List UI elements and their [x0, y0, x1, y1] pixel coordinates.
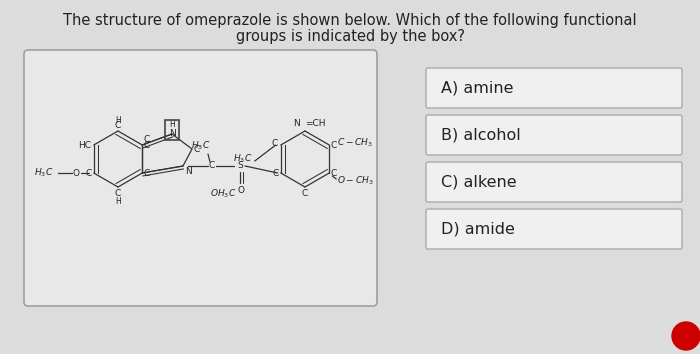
- Text: $H_3C$: $H_3C$: [190, 139, 210, 152]
- Text: N: N: [293, 119, 300, 127]
- Text: $H_3C$: $H_3C$: [34, 167, 54, 179]
- Text: $C-CH_3$: $C-CH_3$: [337, 137, 373, 149]
- FancyBboxPatch shape: [24, 50, 377, 306]
- FancyBboxPatch shape: [426, 162, 682, 202]
- Text: A) amine: A) amine: [441, 80, 514, 96]
- Text: N: N: [185, 167, 192, 176]
- Text: C: C: [144, 135, 150, 144]
- Text: C: C: [115, 121, 121, 130]
- Text: The structure of omeprazole is shown below. Which of the following functional: The structure of omeprazole is shown bel…: [63, 13, 637, 29]
- Text: B) alcohol: B) alcohol: [441, 127, 521, 143]
- Text: =CH: =CH: [305, 119, 326, 127]
- Text: $O-CH_3$: $O-CH_3$: [337, 175, 374, 187]
- Text: C: C: [144, 169, 150, 177]
- Text: C) alkene: C) alkene: [441, 175, 517, 189]
- Text: $H_3C$: $H_3C$: [234, 153, 253, 165]
- Text: HC: HC: [78, 141, 91, 149]
- FancyBboxPatch shape: [426, 209, 682, 249]
- FancyBboxPatch shape: [426, 68, 682, 108]
- Text: O: O: [237, 186, 244, 195]
- Text: S: S: [237, 161, 243, 171]
- Text: groups is indicated by the box?: groups is indicated by the box?: [235, 29, 465, 45]
- Text: C: C: [194, 144, 200, 154]
- Circle shape: [672, 322, 700, 350]
- Text: H: H: [115, 197, 121, 206]
- Text: C: C: [272, 139, 278, 148]
- Text: C: C: [272, 169, 279, 177]
- Text: H: H: [115, 116, 121, 125]
- Text: C: C: [302, 189, 308, 198]
- Text: C: C: [209, 161, 215, 171]
- Text: $OH_3C$: $OH_3C$: [209, 188, 236, 200]
- Text: N: N: [169, 130, 176, 138]
- Text: C: C: [330, 141, 337, 149]
- Text: C: C: [144, 141, 150, 149]
- FancyBboxPatch shape: [426, 115, 682, 155]
- Text: C: C: [85, 169, 92, 177]
- Text: O: O: [72, 169, 79, 177]
- Bar: [165, 120, 179, 140]
- Text: C: C: [330, 169, 337, 177]
- Text: H: H: [169, 120, 175, 129]
- Text: C: C: [115, 189, 121, 198]
- Text: D) amide: D) amide: [441, 222, 515, 236]
